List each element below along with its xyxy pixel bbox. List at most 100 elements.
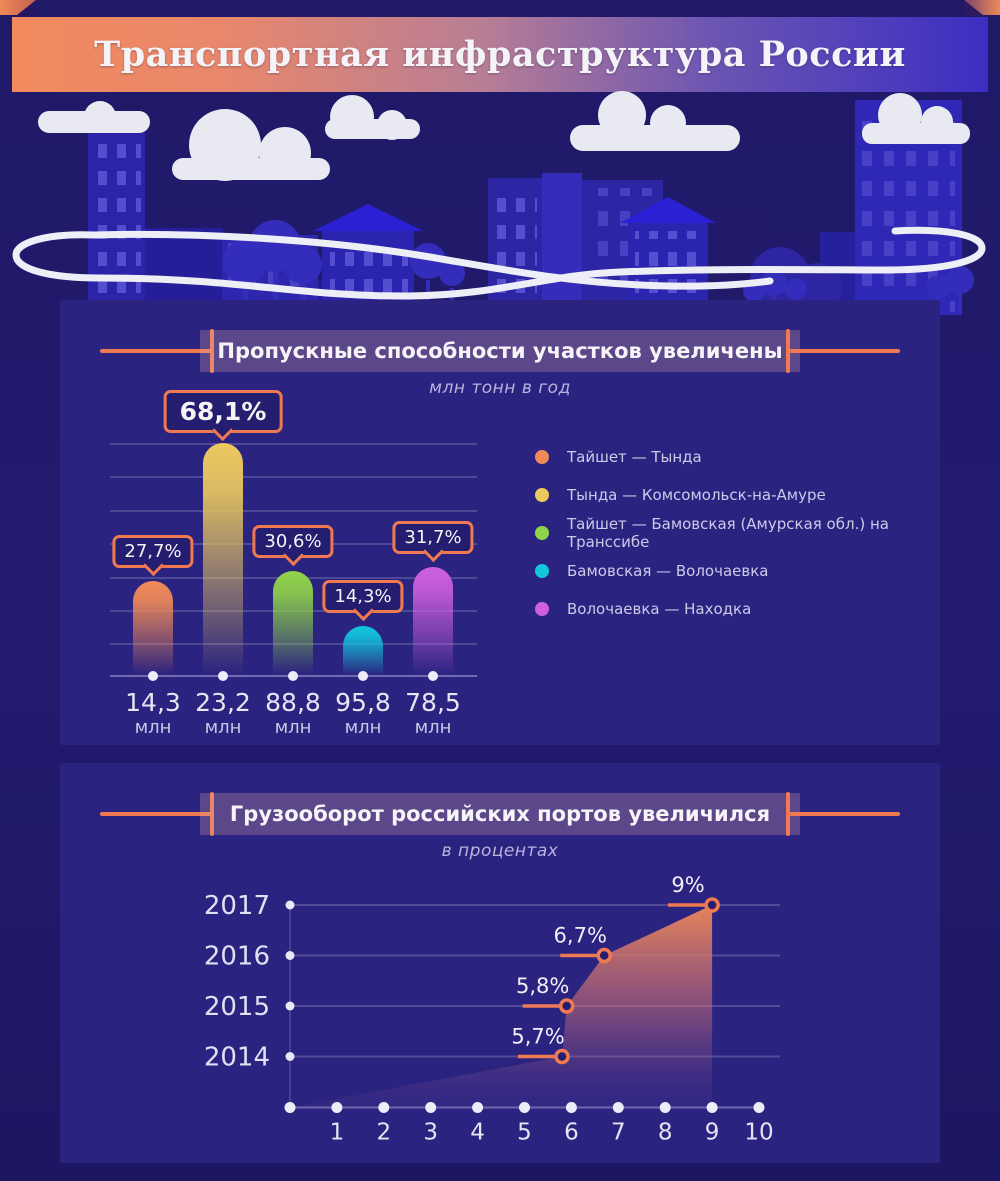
section2-header: Грузооборот российских портов увеличился… [60,763,940,873]
axis-dot [519,1102,530,1113]
legend-label: Тында — Комсомольск-на-Амуре [567,486,826,504]
legend-label: Волочаевка — Находка [567,600,752,618]
axis-dot [358,671,368,681]
legend-label: Бамовская — Волочаевка [567,562,769,580]
data-point-ring [554,1048,570,1065]
bar-volume-value: 88,8 [265,688,321,717]
bar-percent-value: 27,7% [124,541,182,562]
bar-volume-unit: млн [344,717,382,738]
legend-label: Тайшет — Тында [567,448,702,466]
title-rule-left [100,812,212,816]
trees-group [223,220,974,315]
city-skyline-illustration [12,91,986,315]
section1-header: Пропускные способности участков увеличен… [60,300,940,410]
legend-label: Тайшет — Бамовская (Амурская обл.) на Тр… [567,515,889,551]
house-roof [313,204,423,231]
axis-dot [218,671,228,681]
section1-subtitle: млн тонн в год [429,378,571,398]
year-dot [285,1052,295,1061]
house-roof [620,197,716,223]
axis-dot [148,671,158,681]
axis-dot [331,1102,343,1113]
x-tick-label: 2 [376,1120,391,1146]
gridline [110,476,477,479]
bar-percent-callout: 30,6% [252,525,334,567]
year-dot [285,900,295,910]
axis-dot [288,671,298,681]
point-value-label: 5,7% [511,1025,564,1049]
gridline [110,443,477,445]
year-label: 2014 [204,1043,270,1073]
section-throughput: Пропускные способности участков увеличен… [60,300,940,745]
title-rule-cap-left [210,792,214,836]
ribbon-banner-graphic [0,0,1000,92]
x-tick-label: 1 [330,1120,345,1146]
bar [273,571,313,675]
header-ribbon: Транспортная инфраструктура России [0,0,1000,96]
title-rule-right [788,812,900,816]
title-rule-left [100,349,212,353]
bar-percent-value: 30,6% [264,531,322,552]
bar [203,443,243,675]
bar-percent-callout: 68,1% [163,390,283,442]
x-tick-label: 6 [564,1120,579,1146]
x-tick-label: 9 [705,1120,720,1146]
point-value-label: 6,7% [554,924,607,948]
bar-volume-value: 95,8 [335,688,391,717]
bar-volume-unit: млн [134,717,172,738]
point-value-label: 5,8% [516,974,569,998]
x-tick-label: 5 [517,1120,532,1146]
bar-volume-value: 78,5 [405,688,461,717]
point-value-label: 9% [671,873,704,897]
x-tick-label: 3 [423,1120,438,1146]
axis-dot [284,1102,296,1113]
legend-item: Тында — Комсомольск-на-Амуре [535,476,940,514]
axis-dot [753,1102,765,1113]
x-tick-label: 8 [658,1120,673,1146]
data-point-ring [704,897,720,913]
legend-dot-icon [535,488,549,502]
bar-volume-unit: млн [204,717,242,738]
axis-dot [659,1102,671,1113]
legend-dot-icon [535,526,549,540]
gridline [110,509,477,512]
section2-title: Грузооборот российских портов увеличился [200,793,800,835]
bar-volume-unit: млн [414,717,452,738]
axis-dot [472,1102,484,1113]
bar-volume-unit: млн [274,717,312,738]
data-point-ring [558,998,575,1014]
legend-item: Тайшет — Тында [535,438,940,476]
axis-dot [706,1102,718,1113]
bar-volume-value: 23,2 [195,688,251,717]
section2-subtitle: в процентах [441,841,559,861]
bar-percent-callout: 31,7% [392,521,474,563]
year-label: 2015 [204,992,270,1022]
legend-item: Волочаевка — Находка [535,590,940,628]
x-tick-label: 4 [470,1120,485,1146]
bar-chart: 27,7% 14,3 млн 68,1% 23,2 млн 30,6% 88,8 млн 14,3… [60,300,940,745]
legend-item: Бамовская — Волочаевка [535,552,940,590]
title-rule-cap-left [210,329,214,373]
page-title: Транспортная инфраструктура России [94,34,906,75]
ribbon-left-fold [12,0,36,19]
data-point-ring [596,947,612,964]
section-ports: Грузооборот российских портов увеличился… [60,763,940,1163]
year-label: 2017 [204,891,270,921]
bar-percent-value: 14,3% [334,586,392,607]
legend-item: Тайшет — Бамовская (Амурская обл.) на Тр… [535,514,940,552]
axis-dot [565,1102,577,1113]
axis-dot [612,1102,624,1113]
bar-percent-callout: 14,3% [322,580,404,622]
ribbon-right-fold [964,0,988,19]
axis-dot [425,1102,437,1113]
bar-percent-value: 31,7% [404,527,462,548]
year-dot [285,1001,295,1011]
year-label: 2016 [204,942,270,972]
year-dot [285,951,295,960]
bar [343,626,383,675]
legend-dot-icon [535,450,549,464]
road-path [12,226,986,300]
bar-chart-legend: Тайшет — Тында Тында — Комсомольск-на-Аму… [535,438,940,628]
bar [413,567,453,675]
